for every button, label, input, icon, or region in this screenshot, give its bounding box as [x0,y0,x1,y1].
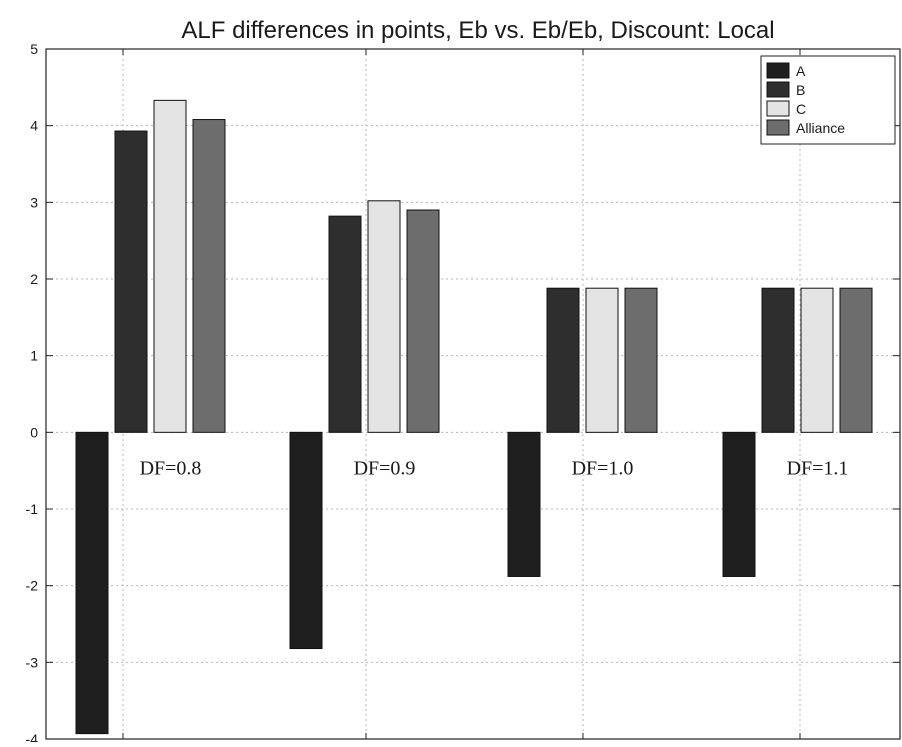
bar-b-3 [546,287,580,433]
plot-frame [45,48,901,740]
category-label: DF=0.8 [140,457,202,479]
bar-a-1 [75,431,109,735]
y-tick-label: -4 [26,731,39,742]
bar-b-1 [114,130,148,433]
category-labels: DF=0.8 DF=0.9 DF=1.0 DF=1.1 [140,457,849,479]
legend-label-alliance: Alliance [796,120,845,136]
legend-swatch-c [766,100,790,117]
legend-swatch-b [766,81,790,98]
bar-a-2 [289,431,323,650]
legend-label-b: B [796,82,805,98]
bar-alliance-3 [624,287,658,433]
chart-title: ALF differences in points, Eb vs. Eb/Eb,… [181,17,774,44]
grid [46,49,900,739]
category-label: DF=1.1 [787,457,849,479]
bar-b-4 [761,287,795,433]
bar-a-4 [722,431,756,577]
category-label: DF=0.9 [354,457,416,479]
legend-label-c: C [796,101,806,117]
bar-b-2 [328,215,362,433]
bar-c-4 [800,287,834,433]
bars [75,99,873,735]
y-tick-label: -2 [26,578,39,594]
y-tick-label: 1 [30,348,38,364]
y-tick-label: -1 [26,501,39,517]
y-tick-label: 4 [30,118,38,134]
y-tick-label: 0 [30,424,38,440]
bar-alliance-2 [406,209,440,433]
bar-c-1 [153,99,187,433]
legend-swatch-a [766,62,790,79]
category-label: DF=1.0 [572,457,634,479]
bar-a-3 [507,431,541,577]
y-tick-label: 2 [30,271,38,287]
y-axis-ticks: 5 4 3 2 1 0 -1 -2 -3 -4 [26,41,900,747]
bar-c-2 [367,200,401,433]
legend: ABC Alliance [760,55,896,145]
bar-alliance-4 [839,287,873,433]
y-tick-label: -3 [26,654,39,670]
y-tick-label: 5 [30,41,38,57]
y-tick-label: 3 [30,194,38,210]
bar-alliance-1 [192,119,226,433]
legend-label-a: A [796,63,806,79]
bar-c-3 [585,287,619,433]
legend-swatch-alliance [766,119,790,136]
